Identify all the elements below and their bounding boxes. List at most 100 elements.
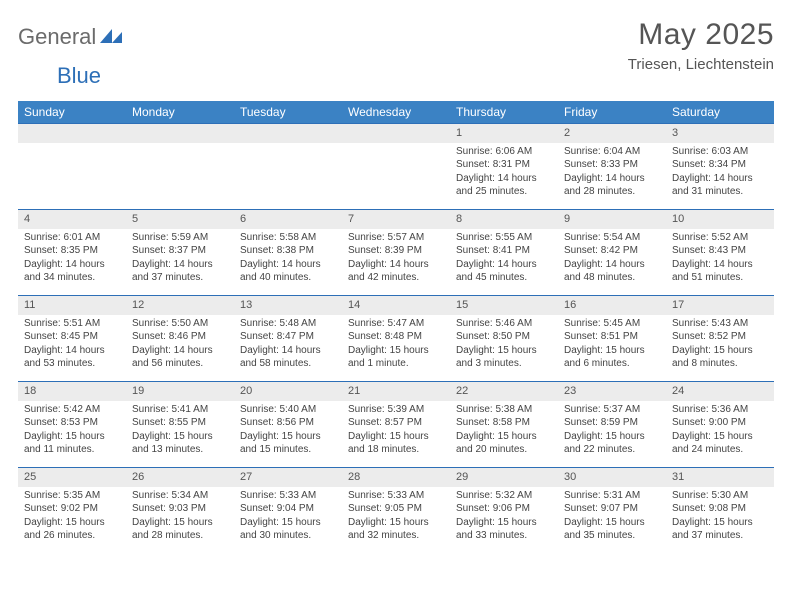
daylight-text-2: and 15 minutes. <box>240 443 336 457</box>
daylight-text-1: Daylight: 14 hours <box>24 258 120 272</box>
sunset-text: Sunset: 8:31 PM <box>456 158 552 172</box>
sunset-text: Sunset: 9:07 PM <box>564 502 660 516</box>
sunset-text: Sunset: 8:43 PM <box>672 244 768 258</box>
calendar-day-cell: 23Sunrise: 5:37 AMSunset: 8:59 PMDayligh… <box>558 381 666 467</box>
calendar-day-cell: 27 Sunrise: 5:33 AMSunset: 9:04 PMDayligh… <box>234 467 342 553</box>
weekday-header: Sunday <box>18 101 126 123</box>
day-number: 6 <box>234 209 342 229</box>
daylight-text-1: Daylight: 15 hours <box>240 516 336 530</box>
daylight-text-2: and 48 minutes. <box>564 271 660 285</box>
day-number: 5 <box>126 209 234 229</box>
sunset-text: Sunset: 9:02 PM <box>24 502 120 516</box>
calendar-day-cell: 17Sunrise: 5:43 AMSunset: 8:52 PMDayligh… <box>666 295 774 381</box>
day-number: 20 <box>234 381 342 401</box>
sunrise-text: Sunrise: 5:48 AM <box>240 317 336 331</box>
sunrise-text: Sunrise: 5:33 AM <box>240 489 336 503</box>
daylight-text-1: Daylight: 15 hours <box>348 516 444 530</box>
day-info: Sunrise: 5:36 AMSunset: 9:00 PMDaylight:… <box>666 401 774 461</box>
day-info: Sunrise: 5:31 AMSunset: 9:07 PMDaylight:… <box>558 487 666 547</box>
calendar-day-cell: 20Sunrise: 5:40 AMSunset: 8:56 PMDayligh… <box>234 381 342 467</box>
title-block: May 2025 Triesen, Liechtenstein <box>628 18 774 73</box>
sunset-text: Sunset: 8:56 PM <box>240 416 336 430</box>
daylight-text-1: Daylight: 14 hours <box>564 258 660 272</box>
day-info: Sunrise: 6:06 AMSunset: 8:31 PMDaylight:… <box>450 143 558 203</box>
weekday-header: Friday <box>558 101 666 123</box>
calendar-week-row: 11Sunrise: 5:51 AMSunset: 8:45 PMDayligh… <box>18 295 774 381</box>
weekday-header: Tuesday <box>234 101 342 123</box>
calendar-day-cell: 28Sunrise: 5:33 AMSunset: 9:05 PMDayligh… <box>342 467 450 553</box>
day-number: 23 <box>558 381 666 401</box>
daylight-text-2: and 58 minutes. <box>240 357 336 371</box>
daylight-text-1: Daylight: 14 hours <box>240 258 336 272</box>
sunrise-text: Sunrise: 6:03 AM <box>672 145 768 159</box>
calendar-day-cell: 12Sunrise: 5:50 AMSunset: 8:46 PMDayligh… <box>126 295 234 381</box>
daylight-text-2: and 51 minutes. <box>672 271 768 285</box>
sunrise-text: Sunrise: 5:57 AM <box>348 231 444 245</box>
calendar-day-cell: 19Sunrise: 5:41 AMSunset: 8:55 PMDayligh… <box>126 381 234 467</box>
calendar-day-cell: 13Sunrise: 5:48 AMSunset: 8:47 PMDayligh… <box>234 295 342 381</box>
day-number: 25 <box>18 467 126 487</box>
daylight-text-1: Daylight: 15 hours <box>456 516 552 530</box>
day-number <box>126 123 234 143</box>
sunrise-text: Sunrise: 5:50 AM <box>132 317 228 331</box>
daylight-text-1: Daylight: 15 hours <box>672 516 768 530</box>
calendar-day-cell: 10Sunrise: 5:52 AMSunset: 8:43 PMDayligh… <box>666 209 774 295</box>
sunrise-text: Sunrise: 5:32 AM <box>456 489 552 503</box>
day-info: Sunrise: 5:34 AMSunset: 9:03 PMDaylight:… <box>126 487 234 547</box>
day-number: 27 <box>234 467 342 487</box>
calendar-empty-cell <box>342 123 450 209</box>
calendar-day-cell: 29Sunrise: 5:32 AMSunset: 9:06 PMDayligh… <box>450 467 558 553</box>
calendar-day-cell: 18Sunrise: 5:42 AMSunset: 8:53 PMDayligh… <box>18 381 126 467</box>
sunset-text: Sunset: 8:45 PM <box>24 330 120 344</box>
day-info: Sunrise: 5:48 AMSunset: 8:47 PMDaylight:… <box>234 315 342 375</box>
sunrise-text: Sunrise: 5:46 AM <box>456 317 552 331</box>
calendar-week-row: 25Sunrise: 5:35 AMSunset: 9:02 PMDayligh… <box>18 467 774 553</box>
day-info: Sunrise: 5:54 AMSunset: 8:42 PMDaylight:… <box>558 229 666 289</box>
daylight-text-2: and 33 minutes. <box>456 529 552 543</box>
calendar-day-cell: 22Sunrise: 5:38 AMSunset: 8:58 PMDayligh… <box>450 381 558 467</box>
month-title: May 2025 <box>628 18 774 52</box>
daylight-text-1: Daylight: 14 hours <box>672 258 768 272</box>
daylight-text-2: and 3 minutes. <box>456 357 552 371</box>
daylight-text-2: and 45 minutes. <box>456 271 552 285</box>
day-number: 24 <box>666 381 774 401</box>
day-number: 14 <box>342 295 450 315</box>
daylight-text-2: and 20 minutes. <box>456 443 552 457</box>
sunset-text: Sunset: 9:05 PM <box>348 502 444 516</box>
daylight-text-1: Daylight: 15 hours <box>348 430 444 444</box>
sunrise-text: Sunrise: 5:31 AM <box>564 489 660 503</box>
day-info <box>342 143 450 149</box>
calendar-day-cell: 4Sunrise: 6:01 AMSunset: 8:35 PMDaylight… <box>18 209 126 295</box>
sunset-text: Sunset: 9:03 PM <box>132 502 228 516</box>
day-number: 22 <box>450 381 558 401</box>
day-number: 15 <box>450 295 558 315</box>
day-info: Sunrise: 5:30 AMSunset: 9:08 PMDaylight:… <box>666 487 774 547</box>
weekday-header: Wednesday <box>342 101 450 123</box>
daylight-text-2: and 42 minutes. <box>348 271 444 285</box>
day-number <box>234 123 342 143</box>
daylight-text-2: and 35 minutes. <box>564 529 660 543</box>
day-number <box>18 123 126 143</box>
sunset-text: Sunset: 8:46 PM <box>132 330 228 344</box>
sunset-text: Sunset: 8:58 PM <box>456 416 552 430</box>
sunrise-text: Sunrise: 5:54 AM <box>564 231 660 245</box>
daylight-text-1: Daylight: 14 hours <box>564 172 660 186</box>
calendar-day-cell: 15Sunrise: 5:46 AMSunset: 8:50 PMDayligh… <box>450 295 558 381</box>
daylight-text-2: and 40 minutes. <box>240 271 336 285</box>
daylight-text-1: Daylight: 14 hours <box>132 344 228 358</box>
day-info: Sunrise: 5:58 AMSunset: 8:38 PMDaylight:… <box>234 229 342 289</box>
daylight-text-1: Daylight: 14 hours <box>456 172 552 186</box>
day-info <box>234 143 342 149</box>
sunset-text: Sunset: 8:37 PM <box>132 244 228 258</box>
daylight-text-2: and 6 minutes. <box>564 357 660 371</box>
sunset-text: Sunset: 8:48 PM <box>348 330 444 344</box>
calendar-day-cell: 2Sunrise: 6:04 AMSunset: 8:33 PMDaylight… <box>558 123 666 209</box>
day-info: Sunrise: 5:59 AMSunset: 8:37 PMDaylight:… <box>126 229 234 289</box>
sunrise-text: Sunrise: 5:36 AM <box>672 403 768 417</box>
calendar-head: SundayMondayTuesdayWednesdayThursdayFrid… <box>18 101 774 123</box>
day-info: Sunrise: 6:03 AMSunset: 8:34 PMDaylight:… <box>666 143 774 203</box>
day-info: Sunrise: 5:42 AMSunset: 8:53 PMDaylight:… <box>18 401 126 461</box>
calendar-day-cell: 9Sunrise: 5:54 AMSunset: 8:42 PMDaylight… <box>558 209 666 295</box>
day-number: 9 <box>558 209 666 229</box>
sunset-text: Sunset: 9:04 PM <box>240 502 336 516</box>
